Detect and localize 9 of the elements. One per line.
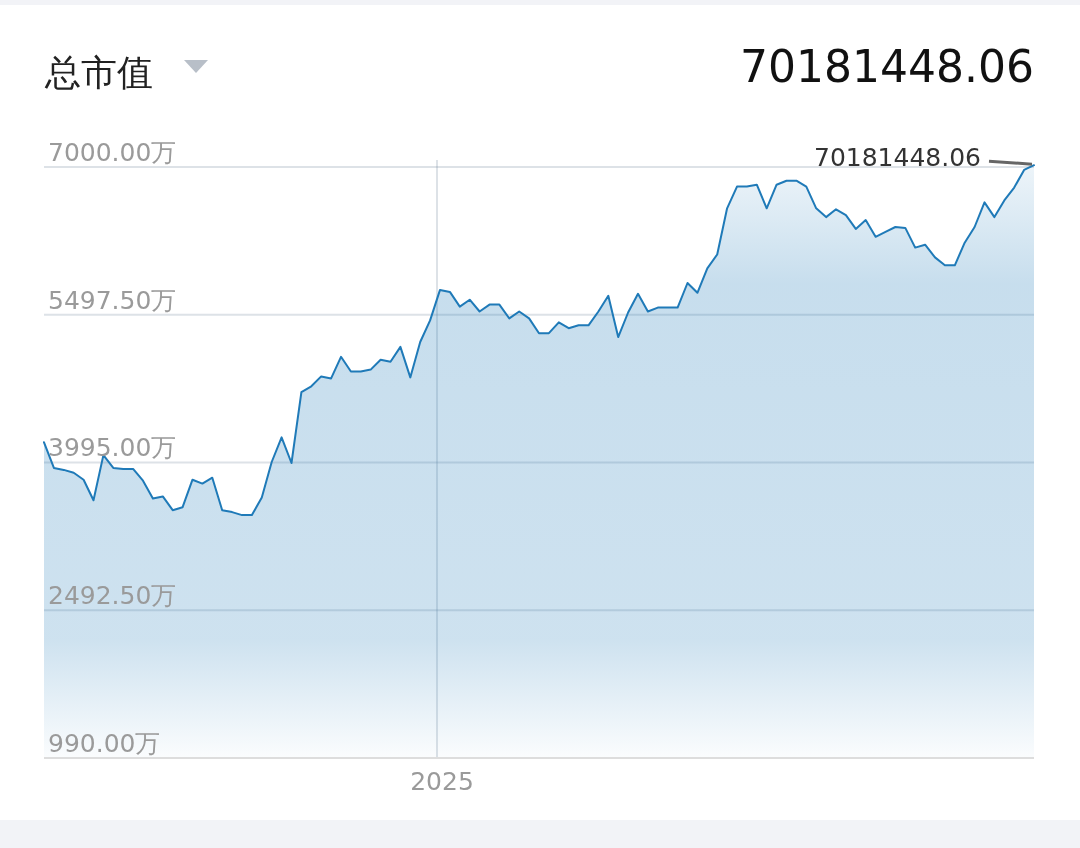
- text: 70181448.06: [740, 41, 1034, 92]
- chart-title: 总市值: [44, 52, 153, 93]
- y-tick-label: 2492.50万: [48, 581, 177, 611]
- text: 2025: [410, 767, 474, 796]
- chart-subtitle: 70181448.06: [813, 143, 981, 173]
- y-tick-label: 3995.00万: [48, 433, 177, 463]
- y-tick-label: 5497.50万: [48, 285, 177, 315]
- y-tick-label: 990.00万: [48, 729, 161, 758]
- y-tick-label: 7000.00万: [48, 137, 177, 167]
